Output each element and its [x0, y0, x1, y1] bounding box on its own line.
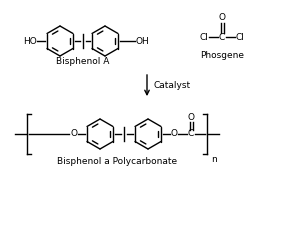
Text: Cl: Cl	[200, 33, 208, 41]
Text: HO: HO	[23, 36, 37, 46]
Text: OH: OH	[135, 36, 149, 46]
Text: C: C	[219, 33, 225, 41]
Text: Cl: Cl	[235, 33, 244, 41]
Text: O: O	[71, 130, 78, 139]
Text: O: O	[218, 14, 225, 22]
Text: Bisphenol a Polycarbonate: Bisphenol a Polycarbonate	[57, 156, 177, 166]
Text: Phosgene: Phosgene	[200, 51, 244, 60]
Text: Bisphenol A: Bisphenol A	[56, 57, 110, 65]
Text: O: O	[171, 130, 178, 139]
Text: n: n	[211, 155, 217, 164]
Text: Catalyst: Catalyst	[153, 81, 190, 90]
Text: C: C	[188, 130, 194, 139]
Text: O: O	[188, 112, 195, 122]
